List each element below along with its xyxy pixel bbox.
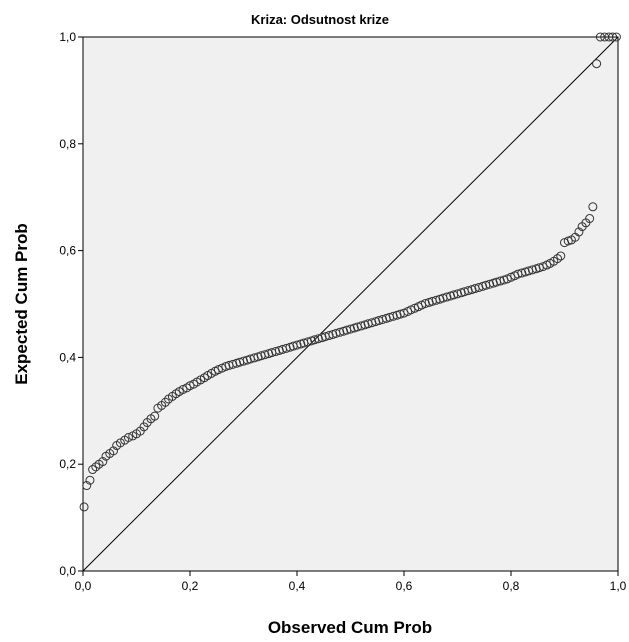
data-point [324, 331, 334, 341]
x-tick-label: 0,8 [503, 579, 520, 593]
data-point [420, 298, 430, 308]
data-point [335, 327, 345, 337]
y-tick-label: 0,6 [59, 244, 76, 258]
data-point [453, 289, 462, 299]
data-point [388, 311, 398, 321]
data-point [495, 276, 505, 286]
data-point [367, 318, 377, 328]
x-tick-label: 1,0 [610, 579, 627, 593]
data-point [517, 268, 527, 278]
data-point [378, 314, 388, 324]
data-point [442, 292, 452, 302]
data-point [474, 282, 484, 292]
x-tick-label: 0,0 [75, 579, 92, 593]
x-axis: 0,0 0,2 0,4 0,6 0,8 1,0 [75, 571, 627, 593]
data-point [485, 279, 495, 289]
data-point [588, 202, 598, 212]
data-point [604, 32, 614, 42]
data-point [88, 465, 98, 475]
data-point [574, 227, 584, 237]
reference-line-layer [82, 36, 619, 572]
data-point [249, 353, 259, 363]
y-tick-label: 0,0 [59, 564, 76, 578]
data-point [592, 59, 602, 69]
data-point [160, 397, 170, 407]
y-tick-label: 0,2 [59, 457, 76, 471]
y-axis: 0,0 0,2 0,4 0,6 0,8 1,0 [59, 30, 83, 578]
data-point [260, 350, 270, 360]
y-tick-label: 1,0 [59, 30, 76, 44]
data-point [79, 502, 89, 512]
data-point [292, 340, 302, 350]
data-point [98, 457, 108, 467]
data-point [271, 347, 281, 357]
data-point [346, 324, 355, 334]
data-point [556, 251, 566, 261]
y-axis-title: Expected Cum Prob [12, 223, 31, 385]
data-point [431, 295, 441, 305]
data-point [595, 32, 605, 42]
data-point [85, 475, 95, 485]
data-point [239, 356, 248, 366]
data-point [611, 32, 621, 42]
data-point [123, 433, 133, 442]
data-point [91, 462, 101, 472]
data-point [585, 214, 595, 224]
chart-title: Kriza: Odsutnost krize [251, 12, 389, 27]
x-tick-label: 0,4 [289, 579, 306, 593]
data-points-layer [79, 32, 621, 512]
y-tick-label: 0,8 [59, 137, 76, 151]
data-point [303, 337, 313, 347]
data-point [228, 359, 238, 369]
data-point [356, 321, 366, 331]
data-point [82, 481, 92, 491]
data-point [108, 446, 118, 456]
data-point [281, 343, 291, 353]
data-point [150, 411, 160, 421]
data-point [313, 334, 323, 344]
x-tick-label: 0,2 [182, 579, 199, 593]
data-point [463, 286, 473, 296]
data-point [527, 265, 537, 275]
x-tick-label: 0,6 [396, 579, 413, 593]
x-axis-title: Observed Cum Prob [268, 618, 432, 637]
reference-line [82, 36, 619, 572]
data-point [608, 32, 618, 42]
data-point [553, 254, 563, 264]
y-tick-label: 0,4 [59, 350, 76, 364]
